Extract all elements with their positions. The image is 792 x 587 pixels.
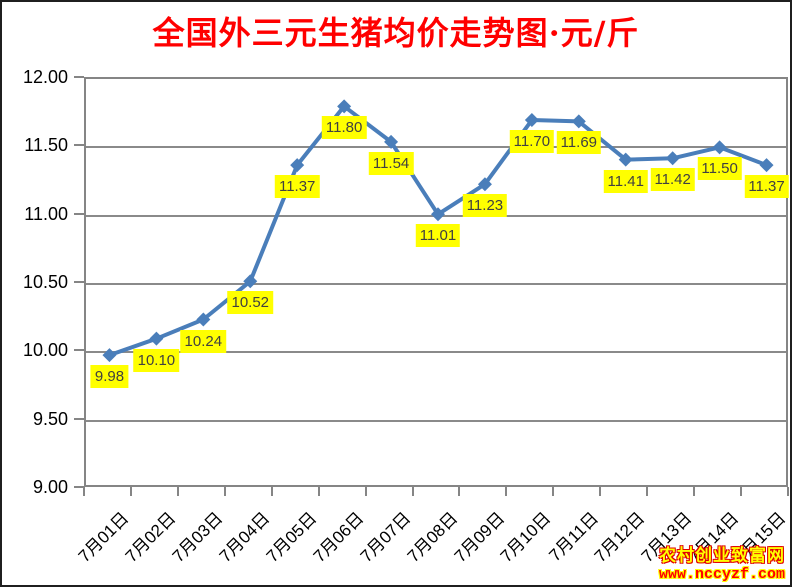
y-axis-tick-label: 9.50 xyxy=(32,408,68,429)
data-point-label: 11.37 xyxy=(744,175,789,199)
y-axis-tick xyxy=(74,486,84,488)
y-axis-tick-label: 11.50 xyxy=(24,135,68,156)
y-axis-tick xyxy=(74,76,84,78)
x-axis-tick xyxy=(599,487,602,496)
x-axis-tick-label: 7月03日 xyxy=(168,508,227,567)
data-point-label: 10.24 xyxy=(180,329,227,353)
x-axis-tick xyxy=(83,487,85,496)
data-point-label: 11.41 xyxy=(603,169,648,193)
data-point-marker xyxy=(477,177,492,192)
data-point-marker xyxy=(149,331,164,346)
y-axis-tick xyxy=(74,417,84,420)
data-point-label: 11.69 xyxy=(556,131,602,155)
x-axis-tick-label: 7月12日 xyxy=(591,508,649,567)
y-gridline xyxy=(86,283,786,285)
y-axis-tick xyxy=(74,281,84,283)
x-axis-tick xyxy=(176,487,179,496)
x-axis-tick xyxy=(740,487,743,496)
x-axis-tick-label: 7月06日 xyxy=(309,508,368,567)
y-axis-tick-label: 10.00 xyxy=(22,340,68,361)
x-axis-tick xyxy=(693,487,696,496)
data-point-label: 11.23 xyxy=(462,194,508,218)
x-axis-tick xyxy=(364,487,367,496)
x-axis-tick xyxy=(223,487,226,496)
data-point-marker xyxy=(384,134,399,149)
y-axis-tick xyxy=(74,212,84,215)
data-point-label: 11.50 xyxy=(697,157,742,181)
x-axis-tick xyxy=(129,487,132,496)
x-axis-tick-label: 7月08日 xyxy=(403,508,461,567)
x-axis-tick xyxy=(646,487,649,496)
y-axis-tick xyxy=(74,144,84,147)
y-gridline xyxy=(86,146,786,149)
data-point-marker xyxy=(431,207,445,222)
data-point-marker xyxy=(665,151,680,166)
y-gridline xyxy=(86,351,786,354)
data-point-marker xyxy=(712,140,727,155)
data-point-marker xyxy=(290,158,305,173)
y-axis-tick xyxy=(74,349,84,352)
data-point-label: 11.80 xyxy=(321,116,367,140)
data-point-marker xyxy=(759,158,774,173)
x-axis-tick xyxy=(787,487,789,496)
x-axis-tick xyxy=(317,487,320,496)
x-axis-tick-label: 7月01日 xyxy=(74,508,133,567)
data-point-label: 10.52 xyxy=(227,291,274,315)
y-gridline xyxy=(86,419,786,422)
plot-area: 9.98 10.10 10.24 10.52 11.37 11.80 11.54 11.01 1… xyxy=(84,77,789,487)
data-point-marker xyxy=(102,348,117,363)
chart-title: 全国外三元生猪均价走势图·元/斤 xyxy=(152,14,640,52)
data-point-marker xyxy=(196,312,211,327)
y-axis-tick-label: 10.50 xyxy=(22,272,68,292)
x-axis-tick-label: 7月04日 xyxy=(215,508,274,567)
x-axis-tick-label: 7月02日 xyxy=(121,508,180,567)
data-point-label: 11.42 xyxy=(650,168,695,192)
x-axis-tick-label: 7月09日 xyxy=(450,508,508,567)
data-point-label: 11.70 xyxy=(509,130,555,153)
data-point-label: 11.54 xyxy=(368,151,414,175)
x-axis-tick xyxy=(458,487,461,496)
data-point-label: 11.01 xyxy=(415,224,461,248)
x-axis-tick-label: 7月05日 xyxy=(262,508,321,567)
data-point-label: 9.98 xyxy=(90,365,129,389)
data-point-label: 10.10 xyxy=(133,348,180,372)
data-point-marker xyxy=(337,99,352,114)
watermark: 农村创业致富网 www.nccyzf.com xyxy=(659,546,785,584)
x-axis-tick xyxy=(411,487,414,496)
y-axis-tick-label: 12.00 xyxy=(22,67,68,87)
data-point-marker xyxy=(243,274,258,289)
x-axis-tick-label: 7月07日 xyxy=(356,508,415,567)
data-point-label: 11.37 xyxy=(274,175,320,199)
x-axis-tick xyxy=(270,487,273,496)
x-axis-tick xyxy=(552,487,555,496)
data-point-marker xyxy=(571,114,586,129)
y-axis-tick-label: 11.00 xyxy=(24,203,68,224)
y-axis-tick-label: 9.00 xyxy=(32,477,68,497)
x-axis-tick xyxy=(505,487,508,496)
data-point-marker xyxy=(524,113,539,127)
watermark-site-url: www.nccyzf.com xyxy=(658,566,785,583)
data-point-marker xyxy=(618,152,633,167)
watermark-site-name: 农村创业致富网 xyxy=(658,546,785,565)
price-line-series xyxy=(102,99,774,363)
x-axis-tick-label: 7月11日 xyxy=(545,508,602,566)
x-axis-tick-label: 7月10日 xyxy=(497,508,555,567)
